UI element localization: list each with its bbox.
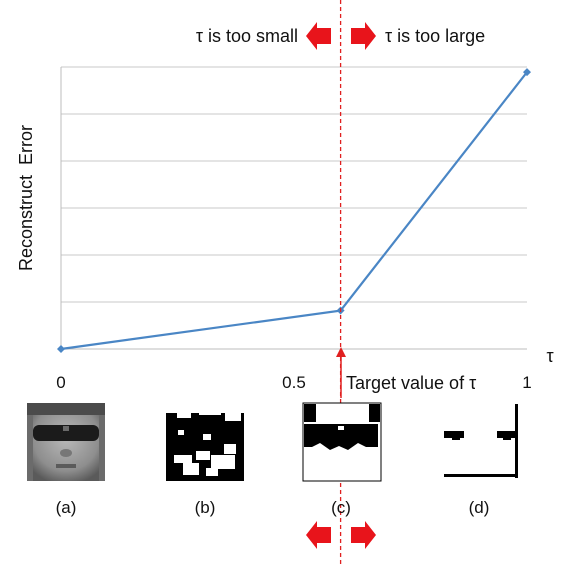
y-axis-label: Reconstruct Error [16,125,36,271]
series-layer [57,68,531,353]
panel-c-image [302,402,382,482]
data-point [57,345,65,353]
panel-a-image [27,403,105,481]
x-tick-label-1: 0.5 [282,373,306,392]
x-tick-label-0: 0 [56,373,65,392]
panel-d-caption: (d) [469,498,490,517]
panel-c-caption: (c) [331,498,351,517]
gridlines [61,66,527,303]
too-small-label: τ is too small [196,26,298,46]
panel-b-image [166,403,244,481]
bottom-left-arrow-icon [306,521,331,549]
x-axis-label: τ [546,346,553,366]
panel-b-caption: (b) [195,498,216,517]
panel-a-caption: (a) [56,498,77,517]
too-large-label: τ is too large [385,26,485,46]
target-label: Target value of τ [346,373,476,393]
x-tick-label-2: 1 [522,373,531,392]
target-arrow-icon [336,347,346,357]
bottom-right-arrow-icon [351,521,376,549]
right-arrow-icon [351,22,376,50]
panel-d-image [440,403,518,481]
left-arrow-icon [306,22,331,50]
data-point [523,68,531,77]
